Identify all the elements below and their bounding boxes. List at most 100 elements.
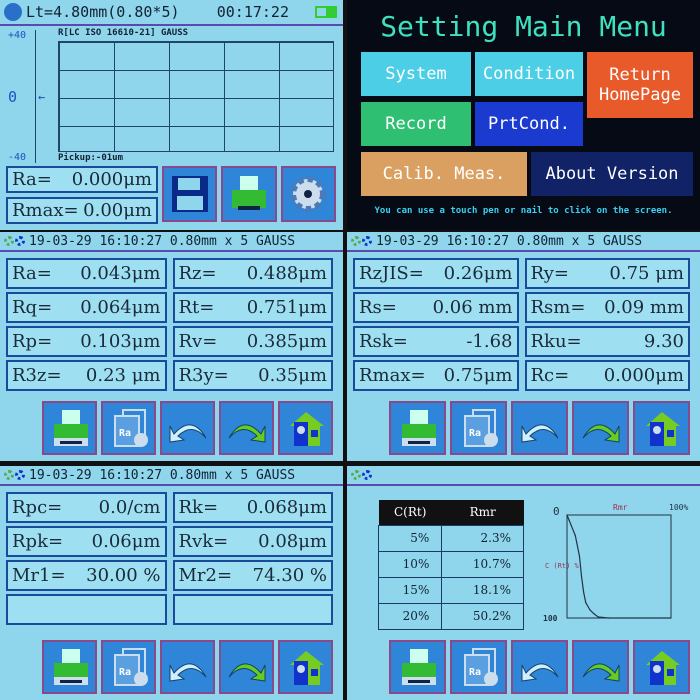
print-button[interactable] (389, 401, 446, 455)
toolbar: Ra (389, 640, 690, 694)
readout-rsm: Rsm= 0.09 mm (524, 292, 690, 323)
back-arrow-button[interactable] (511, 640, 568, 694)
curve-point (583, 591, 585, 593)
home-button[interactable] (278, 640, 333, 694)
svg-text:Ra: Ra (119, 667, 131, 678)
ra-report-button[interactable]: Ra (101, 640, 156, 694)
svg-text:Ra: Ra (119, 428, 131, 439)
curve-point (570, 524, 572, 526)
forward-arrow-button[interactable] (572, 640, 629, 694)
y-axis-label: C (Rt) % (545, 562, 580, 570)
bearing-curve-chart: Rmr 0 100 100% C (Rt) % (543, 503, 688, 623)
readout-rp: Rp= 0.103μm (6, 326, 167, 357)
home-button[interactable] (633, 640, 690, 694)
ra-label: Ra= (12, 169, 52, 190)
readout-rq: Rq= 0.064μm (6, 292, 167, 323)
readout-r3z: R3z= 0.23 μm (6, 360, 167, 391)
param-value: 0.06 mm (432, 297, 513, 318)
param-value: 0.06μm (91, 531, 161, 552)
table-row: 20% 50.2% (377, 602, 524, 630)
main-screen: Lt=4.80mm(0.80*5) 00:17:22 +40 0 ← -40 R… (0, 0, 343, 230)
readout-rk: Rk= 0.068μm (172, 492, 333, 523)
print-button[interactable] (42, 401, 97, 455)
y-bottom-label: -40 (8, 152, 27, 163)
battery-icon (315, 6, 337, 18)
readout-r3y: R3y= 0.35μm (172, 360, 333, 391)
rmr-cell: 18.1% (441, 576, 524, 604)
menu-button-condition[interactable]: Condition (475, 52, 583, 96)
curve-point (639, 617, 641, 619)
param-value: 0.103μm (80, 331, 161, 352)
readout-ry: Ry= 0.75 μm (524, 258, 690, 289)
param-value: 0.0/cm (98, 497, 161, 518)
c-rt-cell: 15% (377, 576, 443, 604)
param-value: 0.08μm (258, 531, 327, 552)
settings-button[interactable] (280, 166, 336, 222)
results-screen-3: 19-03-29 16:10:27 0.80mm x 5 GAUSS Rpc= 0.… (0, 466, 343, 700)
back-arrow-button[interactable] (511, 401, 568, 455)
readout-ra: Ra= 0.043μm (6, 258, 167, 289)
ra-report-icon: Ra (113, 409, 148, 447)
screen-header: 19-03-29 16:10:27 0.80mm x 5 GAUSS (0, 466, 343, 486)
readout-empty (6, 594, 167, 625)
screen-header: 19-03-29 16:10:27 0.80mm x 5 GAUSS (0, 232, 343, 252)
ra-report-button[interactable]: Ra (450, 401, 507, 455)
forward-arrow-button[interactable] (219, 640, 274, 694)
param-value: 0.488μm (246, 263, 327, 284)
back-arrow-icon (169, 663, 206, 682)
touch-hint: You can use a touch pen or nail to click… (374, 206, 673, 216)
home-button[interactable] (633, 401, 690, 455)
gears-icon (4, 470, 25, 480)
print-button[interactable] (42, 640, 97, 694)
print-button[interactable] (389, 640, 446, 694)
curve-point (568, 519, 570, 521)
rmax-label: Rmax= (12, 200, 79, 221)
readout-rv: Rv= 0.385μm (172, 326, 333, 357)
clock: 00:17:22 (216, 3, 289, 21)
home-button[interactable] (278, 401, 333, 455)
print-icon (401, 649, 436, 685)
main-toolbar (162, 166, 336, 222)
menu-button-calib-meas[interactable]: Calib. Meas. (361, 152, 527, 196)
menu-button-return-homepage[interactable]: Return HomePage (587, 52, 693, 118)
readout-mr2: Mr2= 74.30 % (172, 560, 333, 591)
param-value: 0.09 mm (604, 297, 684, 318)
profile-chart (58, 41, 334, 152)
param-label: Rku= (530, 331, 582, 352)
screen-header (347, 466, 700, 486)
zero-arrow-icon: ← (38, 90, 46, 104)
back-arrow-button[interactable] (160, 640, 215, 694)
ra-report-button[interactable]: Ra (450, 640, 507, 694)
param-label: Rvk= (178, 531, 229, 552)
back-arrow-icon (169, 424, 206, 443)
menu-button-prtcond[interactable]: PrtCond. (475, 102, 583, 146)
forward-arrow-button[interactable] (572, 401, 629, 455)
param-value: 0.75 μm (609, 263, 684, 284)
menu-title: Setting Main Menu (380, 10, 667, 43)
ra-report-button[interactable]: Ra (101, 401, 156, 455)
home-icon (645, 412, 680, 446)
rmax-value: 0.00μm (83, 200, 152, 221)
param-label: Rt= (178, 297, 215, 318)
menu-button-about-version[interactable]: About Version (531, 152, 693, 196)
toolbar: Ra (42, 640, 333, 694)
ra-report-icon: Ra (113, 648, 148, 686)
menu-button-system[interactable]: System (361, 52, 471, 96)
readout-rz: Rz= 0.488μm (172, 258, 333, 289)
toolbar: Ra (42, 401, 333, 455)
forward-arrow-icon (582, 424, 619, 443)
param-label: Rsk= (359, 331, 408, 352)
back-arrow-button[interactable] (160, 401, 215, 455)
y-top-label: +40 (8, 30, 27, 41)
save-button[interactable] (162, 166, 218, 222)
forward-arrow-button[interactable] (219, 401, 274, 455)
param-value: 9.30 (643, 331, 684, 352)
curve-point (580, 576, 583, 578)
menu-button-record[interactable]: Record (361, 102, 471, 146)
settings-menu-screen: Setting Main Menu System Condition Return … (347, 0, 700, 230)
ra-report-icon: Ra (463, 409, 498, 447)
results-screen-2: 19-03-29 16:10:27 0.80mm x 5 GAUSS RzJIS=… (347, 232, 700, 461)
param-label: Rz= (178, 263, 217, 284)
print-button[interactable] (221, 166, 277, 222)
bearing-curve (566, 514, 671, 619)
